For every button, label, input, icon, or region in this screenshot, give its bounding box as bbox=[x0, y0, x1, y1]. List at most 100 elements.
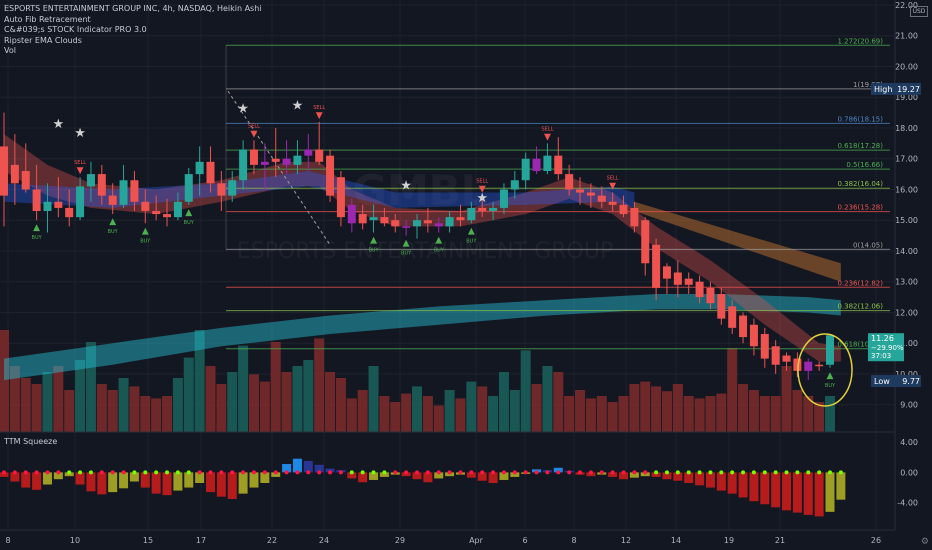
candle-body bbox=[315, 149, 324, 162]
candle-body bbox=[217, 183, 226, 196]
legend-line-ema-clouds[interactable]: Ripster EMA Clouds bbox=[4, 35, 82, 45]
squeeze-dot bbox=[828, 470, 832, 475]
legend-line-volume[interactable]: Vol bbox=[4, 46, 16, 55]
squeeze-dot bbox=[317, 470, 322, 475]
sell-label: SELL bbox=[74, 160, 86, 166]
buy-label: BUY bbox=[401, 251, 412, 257]
buy-label: BUY bbox=[434, 248, 445, 254]
volume-bar bbox=[31, 384, 42, 432]
squeeze-dot bbox=[523, 470, 528, 475]
squeeze-dot bbox=[295, 470, 300, 475]
squeeze-dot bbox=[154, 470, 159, 475]
candle-body bbox=[271, 158, 280, 162]
squeeze-bar bbox=[684, 472, 694, 483]
legend-title: ESPORTS ENTERTAINMENT GROUP INC, 4h, NAS… bbox=[4, 4, 262, 13]
last-price-change: −29.90% bbox=[871, 344, 904, 352]
squeeze-dot bbox=[415, 470, 419, 475]
squeeze-bar bbox=[705, 472, 715, 488]
squeeze-bar bbox=[173, 472, 183, 491]
squeeze-dot bbox=[132, 470, 137, 475]
squeeze-dot bbox=[675, 470, 680, 475]
buy-arrow: ▲ bbox=[403, 239, 410, 249]
legend-line-fib[interactable]: Auto Fib Retracement bbox=[4, 14, 91, 24]
squeeze-bar bbox=[466, 472, 476, 478]
candle-body bbox=[793, 358, 802, 371]
gear-icon[interactable]: ⚙ bbox=[920, 537, 929, 547]
buy-arrow: ▲ bbox=[33, 223, 40, 233]
volume-bar bbox=[651, 386, 662, 432]
candle-body bbox=[413, 220, 421, 227]
squeeze-dot bbox=[838, 470, 843, 475]
volume-bar bbox=[509, 390, 520, 432]
volume-bar bbox=[238, 345, 249, 432]
squeeze-bar bbox=[314, 464, 324, 473]
volume-bar bbox=[325, 372, 336, 432]
squeeze-bar bbox=[303, 460, 313, 473]
star-marker: ★ bbox=[53, 117, 65, 132]
price-tick: 22.00 bbox=[895, 1, 918, 10]
sell-label: SELL bbox=[541, 126, 553, 132]
candle-body bbox=[380, 217, 389, 224]
squeeze-legend[interactable]: TTM Squeeze bbox=[4, 437, 58, 446]
sell-arrow: ▼ bbox=[251, 129, 258, 139]
squeeze-bar bbox=[379, 472, 389, 477]
fib-level-label: 0.5(16.66) bbox=[846, 161, 883, 169]
time-tick: 26 bbox=[871, 536, 881, 545]
squeeze-dot bbox=[534, 470, 539, 475]
price-tick: 11.00 bbox=[895, 339, 918, 348]
legend-line-indicator[interactable]: C&#039;s STOCK Indicator PRO 3.0 bbox=[4, 25, 147, 34]
candle-body bbox=[43, 201, 52, 211]
time-tick: 10 bbox=[70, 536, 80, 545]
candle-body bbox=[478, 207, 487, 211]
volume-bar bbox=[640, 381, 651, 432]
buy-label: BUY bbox=[825, 383, 836, 389]
squeeze-dot bbox=[23, 470, 28, 475]
squeeze-dot bbox=[197, 470, 202, 475]
squeeze-dot bbox=[795, 470, 800, 475]
buy-label: BUY bbox=[184, 220, 195, 226]
squeeze-dot bbox=[251, 470, 256, 475]
volume-bar bbox=[20, 378, 31, 432]
time-tick: 22 bbox=[267, 536, 277, 545]
squeeze-dot bbox=[762, 470, 767, 475]
price-tick: 18.00 bbox=[895, 124, 918, 133]
squeeze-dot bbox=[110, 470, 115, 475]
squeeze-tick: 0.00 bbox=[900, 468, 918, 477]
candle-body bbox=[369, 217, 378, 221]
volume-bar bbox=[596, 396, 607, 432]
squeeze-bar bbox=[249, 472, 259, 488]
candle-body bbox=[576, 189, 585, 193]
time-tick: 8 bbox=[571, 536, 576, 545]
fib-level-label: 0.382(16.04) bbox=[837, 180, 883, 188]
squeeze-dot bbox=[208, 470, 213, 475]
squeeze-dot bbox=[567, 470, 572, 475]
squeeze-bar bbox=[216, 472, 226, 497]
volume-bar bbox=[314, 338, 325, 432]
volume-bar bbox=[575, 390, 586, 432]
volume-bar bbox=[759, 396, 770, 432]
squeeze-bar bbox=[184, 472, 194, 488]
volume-bar bbox=[618, 396, 629, 432]
candle-body bbox=[184, 174, 193, 202]
squeeze-dot bbox=[480, 470, 485, 475]
candle-body bbox=[336, 177, 345, 218]
squeeze-bar bbox=[619, 472, 628, 480]
candle-body bbox=[152, 211, 161, 215]
squeeze-bar bbox=[369, 472, 379, 480]
squeeze-bar bbox=[227, 472, 237, 499]
squeeze-dot bbox=[632, 470, 637, 475]
squeeze-dot bbox=[241, 470, 246, 475]
squeeze-dot bbox=[349, 470, 354, 475]
squeeze-bar bbox=[434, 472, 444, 479]
level-price-value: 19.27 bbox=[897, 85, 920, 94]
candle-body bbox=[641, 220, 650, 264]
time-tick: 12 bbox=[621, 536, 631, 545]
volume-bar bbox=[738, 384, 749, 432]
squeeze-dot bbox=[45, 470, 50, 475]
projection-cloud bbox=[634, 201, 841, 282]
volume-bar bbox=[629, 384, 640, 432]
squeeze-bar bbox=[695, 472, 705, 486]
candle-body bbox=[499, 189, 508, 208]
volume-bar bbox=[248, 374, 259, 432]
